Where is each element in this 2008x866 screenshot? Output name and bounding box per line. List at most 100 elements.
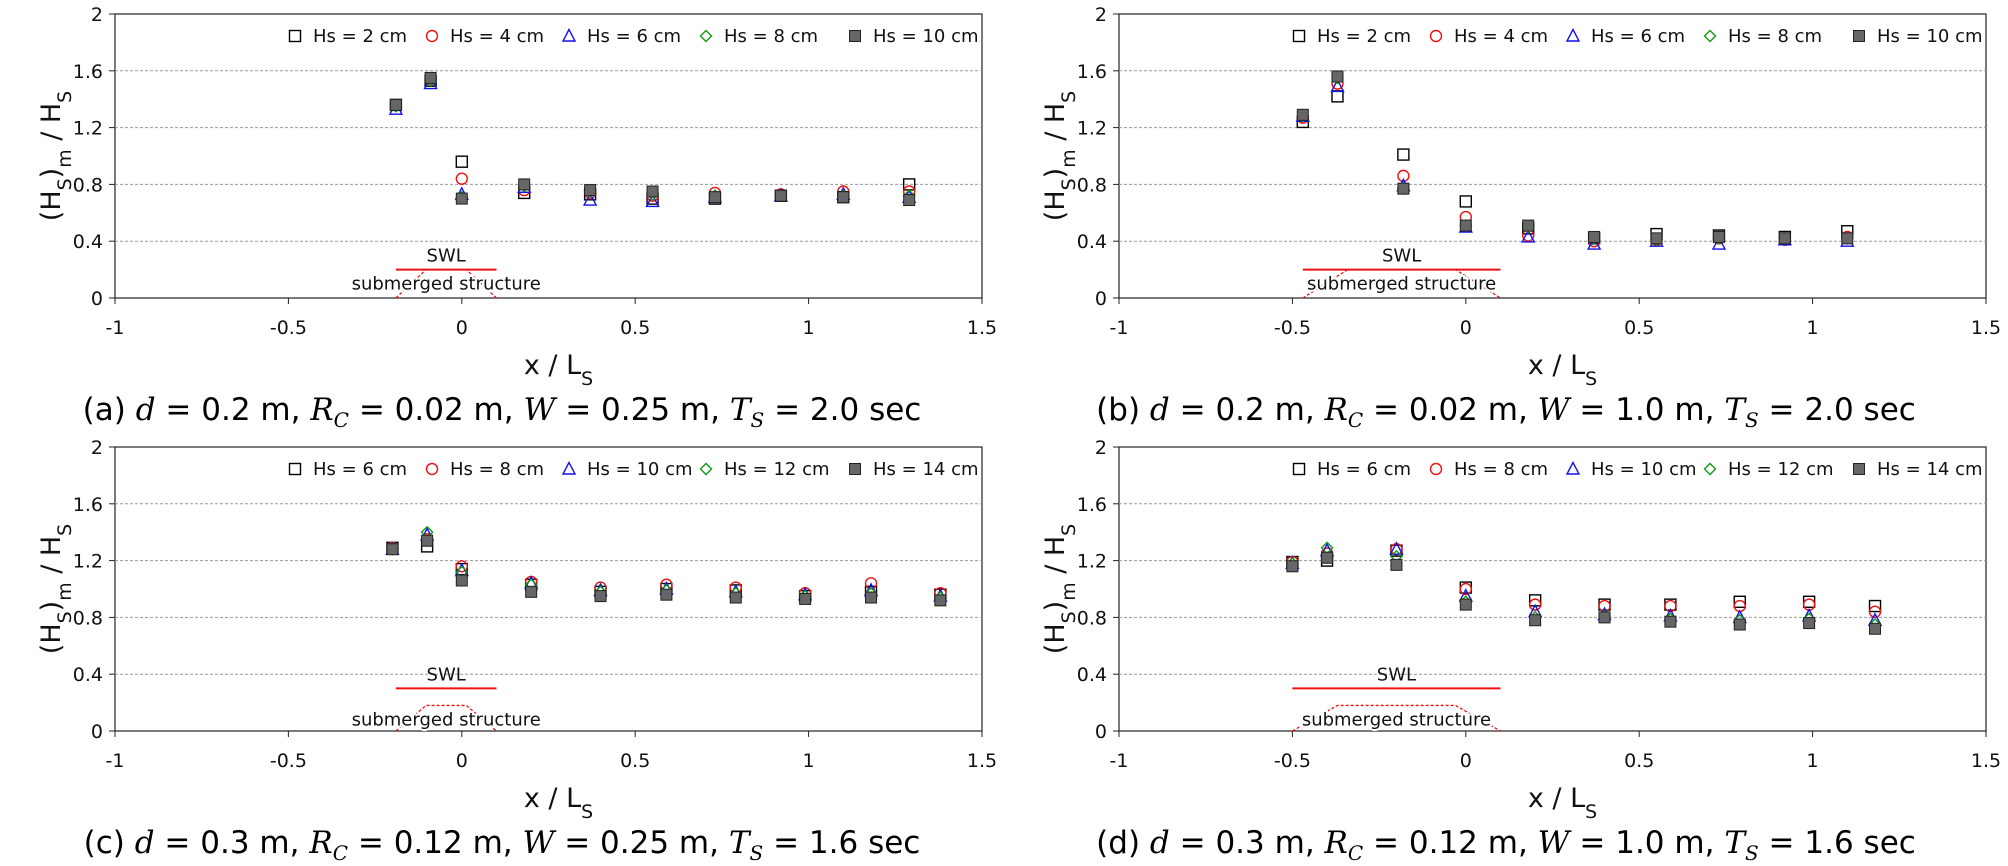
data-point	[455, 172, 468, 185]
x-tick-label: -0.5	[1274, 750, 1311, 772]
legend-marker	[1292, 462, 1306, 476]
legend-marker	[288, 29, 302, 43]
x-tick-label: 0	[1460, 317, 1472, 339]
series-5	[1296, 70, 1854, 245]
data-point	[582, 192, 598, 206]
data-point	[708, 191, 721, 204]
data-point	[1331, 70, 1344, 83]
series-5	[1286, 551, 1882, 635]
x-axis-label: x / LS	[1528, 783, 1597, 823]
legend: Hs = 6 cm Hs = 8 cm Hs = 10 cm Hs = 12 cm Hs…	[1292, 459, 1983, 480]
x-tick-label: 0.5	[620, 750, 650, 772]
data-point	[1803, 617, 1816, 630]
swl-label: SWL	[427, 664, 466, 685]
data-point	[584, 184, 597, 197]
data-point	[1733, 595, 1746, 608]
x-tick-label: 1.5	[967, 317, 997, 339]
legend-marker	[425, 29, 439, 43]
y-axis-label-group: (HS)m / HS	[36, 91, 76, 221]
y-tick-label: 2	[1095, 4, 1107, 26]
x-tick-label: 1	[1807, 750, 1819, 772]
swl-label: SWL	[1377, 664, 1416, 685]
legend-marker	[1292, 29, 1306, 43]
legend-marker	[425, 462, 439, 476]
data-point	[799, 592, 812, 605]
data-point	[1664, 615, 1677, 628]
legend-label: Hs = 4 cm	[450, 26, 544, 47]
data-point	[1296, 108, 1309, 121]
data-point	[389, 98, 402, 111]
y-tick-label: 2	[1095, 437, 1107, 459]
data-point	[1841, 232, 1854, 245]
data-point	[1397, 169, 1410, 183]
y-axis-label: (HS)m / HS	[36, 91, 76, 221]
y-axis-label-group: (HS)m / HS	[1040, 91, 1080, 221]
y-tick-label: 1.6	[73, 61, 103, 83]
legend-marker	[1703, 29, 1717, 43]
legend-marker	[849, 30, 861, 42]
data-point	[1869, 622, 1882, 635]
data-point	[1397, 182, 1410, 195]
data-point	[1711, 236, 1727, 250]
structure-outline	[1302, 268, 1501, 299]
plot-area	[114, 446, 983, 732]
scatter-chart-d: 0 0.4 0.8 1.2 1.6 2 -1 -0.5 0 0.5 1 1.5 x / LS (HS)m …	[1040, 437, 2001, 823]
data-point	[421, 534, 434, 547]
data-point	[1528, 598, 1542, 611]
legend-marker	[1565, 27, 1581, 42]
data-point	[1733, 618, 1746, 631]
x-tick-label: 1	[803, 317, 815, 339]
chart-panel-a: 0 0.4 0.8 1.2 1.6 2 -1 -0.5 0 0.5 1 1.5 x / LS (HS)m …	[0, 0, 1004, 432]
structure-label: submerged structure	[352, 709, 541, 730]
y-tick-label: 0.4	[1077, 231, 1107, 253]
y-tick-label: 0	[91, 288, 103, 310]
scatter-chart-b: 0 0.4 0.8 1.2 1.6 2 -1 -0.5 0 0.5 1 1.5 x / LS (HS)m …	[1040, 4, 2001, 390]
scatter-chart-a: 0 0.4 0.8 1.2 1.6 2 -1 -0.5 0 0.5 1 1.5 x / LS (HS)m …	[36, 4, 997, 390]
y-tick-label: 1.2	[73, 118, 103, 140]
x-tick-label: -0.5	[270, 750, 307, 772]
legend-label: Hs = 12 cm	[724, 459, 830, 480]
data-point	[1586, 236, 1602, 250]
data-point	[518, 178, 531, 191]
legend-marker	[288, 462, 302, 476]
structure-outline	[395, 268, 497, 299]
legend-label: Hs = 6 cm	[1317, 459, 1411, 480]
y-tick-label: 1.2	[1077, 118, 1107, 140]
y-tick-label: 1.2	[1077, 551, 1107, 573]
y-tick-label: 0.4	[1077, 664, 1107, 686]
data-point	[455, 560, 468, 573]
data-point	[864, 577, 878, 590]
legend: Hs = 2 cm Hs = 4 cm Hs = 6 cm Hs = 8 cm Hs =…	[1292, 26, 1983, 47]
x-axis-label: x / LS	[1528, 350, 1597, 390]
data-point	[934, 594, 947, 607]
data-point	[455, 155, 468, 168]
y-axis-label: (HS)m / HS	[36, 524, 76, 654]
x-tick-label: -1	[1110, 317, 1129, 339]
legend-marker	[1853, 30, 1865, 42]
chart-caption-b: (b) d = 0.2 m, RC = 0.02 m, W = 1.0 m, T…	[1096, 392, 1916, 433]
y-axis-label: (HS)m / HS	[1040, 524, 1080, 654]
legend-label: Hs = 12 cm	[1728, 459, 1834, 480]
data-point	[774, 189, 787, 202]
chart-caption-a: (a) d = 0.2 m, RC = 0.02 m, W = 0.25 m, …	[82, 392, 922, 433]
y-axis-label-group: (HS)m / HS	[1040, 524, 1080, 654]
data-point	[865, 591, 878, 604]
data-point	[645, 193, 660, 208]
y-tick-label: 0.8	[73, 174, 103, 196]
data-point	[1390, 558, 1403, 571]
y-tick-label: 2	[91, 437, 103, 459]
legend-label: Hs = 2 cm	[1317, 26, 1411, 47]
chart-caption-d: (d) d = 0.3 m, RC = 0.12 m, W = 1.0 m, T…	[1096, 825, 1916, 866]
y-tick-label: 1.6	[73, 494, 103, 516]
series-5	[386, 534, 947, 607]
y-tick-label: 0.8	[1077, 174, 1107, 196]
y-tick-label: 2	[91, 4, 103, 26]
x-axis-label: x / LS	[524, 783, 593, 823]
swl-label: SWL	[1382, 246, 1421, 267]
legend-marker	[849, 463, 861, 475]
legend-label: Hs = 14 cm	[1877, 459, 1983, 480]
legend-label: Hs = 2 cm	[313, 26, 407, 47]
legend-label: Hs = 10 cm	[873, 26, 979, 47]
y-tick-label: 0	[1095, 721, 1107, 743]
legend-marker	[699, 29, 713, 43]
